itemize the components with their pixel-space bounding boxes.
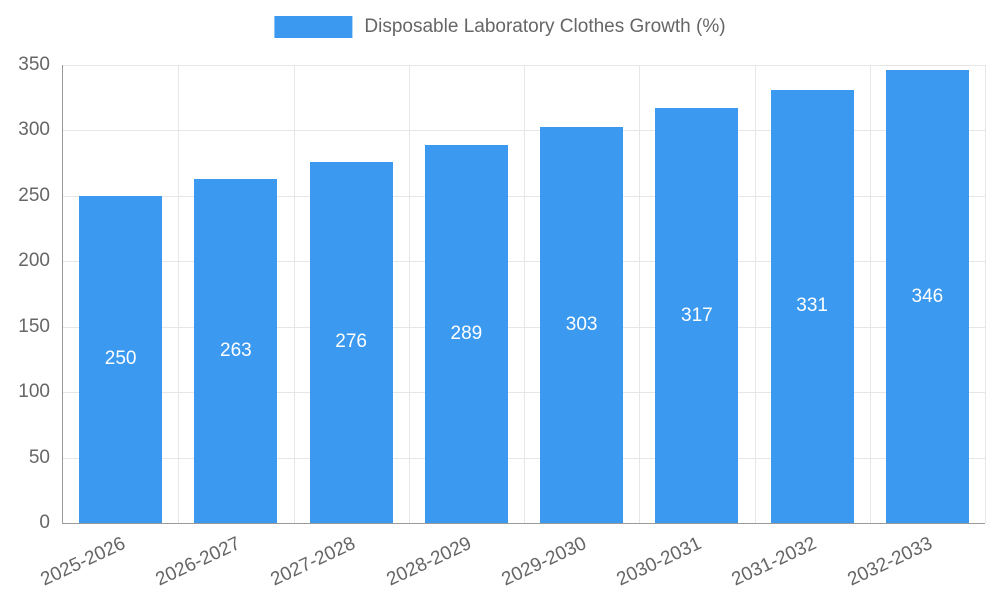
y-axis-tick-label: 300 (18, 119, 50, 141)
bar-value-label: 303 (565, 313, 598, 335)
bar-value-label: 331 (796, 295, 828, 317)
bar-value-label: 289 (450, 322, 483, 344)
bar: 289 (424, 144, 508, 523)
gridline-vertical (985, 65, 986, 523)
legend-swatch-icon (274, 16, 353, 38)
bar: 317 (655, 108, 739, 523)
gridline-vertical (178, 65, 179, 523)
bar-value-label: 346 (911, 285, 944, 307)
gridline-vertical (294, 65, 295, 523)
bar: 250 (79, 195, 163, 523)
gridline-vertical (639, 65, 640, 523)
bar-value-label: 263 (220, 339, 252, 361)
gridline-vertical (409, 65, 410, 523)
legend-label: Disposable Laboratory Clothes Growth (%) (364, 16, 726, 37)
bar: 346 (885, 70, 969, 523)
bar-value-label: 276 (335, 331, 367, 353)
y-axis-tick-label: 250 (18, 184, 50, 206)
y-axis-tick-label: 100 (18, 381, 50, 403)
y-axis-tick-label: 200 (18, 250, 50, 272)
y-axis-tick-label: 50 (28, 446, 50, 468)
gridline-vertical (870, 65, 871, 523)
y-axis-tick-label: 350 (18, 54, 50, 75)
bar: 263 (194, 178, 278, 523)
gridline-vertical (524, 65, 525, 523)
y-axis-tick-label: 150 (18, 315, 50, 337)
y-axis-tick-label: 0 (39, 512, 50, 533)
bar: 331 (770, 89, 854, 523)
bar: 303 (540, 126, 624, 523)
plot-area: 250 263 276 289 303 317 331 346 (62, 65, 986, 524)
bar-value-label: 317 (681, 304, 713, 326)
gridline-vertical (755, 65, 756, 523)
bar: 276 (309, 161, 393, 523)
bar-value-label: 250 (104, 348, 137, 370)
chart-legend[interactable]: Disposable Laboratory Clothes Growth (%) (274, 16, 726, 38)
